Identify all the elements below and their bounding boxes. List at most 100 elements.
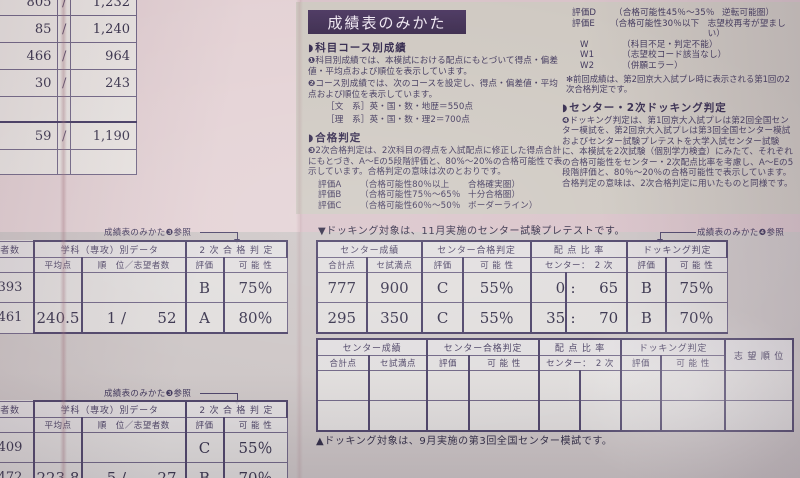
table-row: 777 900 C 55％ 0 : 65 B 75％ xyxy=(316,272,728,303)
weight-separator: : xyxy=(566,272,579,303)
rating-code: 評価D xyxy=(572,8,597,18)
average-score: 223.8 xyxy=(33,462,83,478)
center-max-score: 350 xyxy=(366,302,423,334)
center-total-score xyxy=(316,400,370,432)
possibility-header: 可 能 性 xyxy=(223,417,288,433)
rating-row-w2: W2 （併願エラー） xyxy=(562,61,794,72)
rank-total: 27 xyxy=(130,462,187,478)
rating-meaning: 十分合格圏） xyxy=(468,190,521,201)
table-row: 393 B 75％ xyxy=(0,272,288,303)
rating-header: 評価 xyxy=(184,417,225,433)
table-row: 295 350 C 55％ 35 : 70 B 70％ xyxy=(316,302,728,334)
list-marker-3: ❸ xyxy=(308,146,316,156)
table-subheader-row: 合計点 セ試満点 評価 可 能 性 センター： 2 次 評価 可 能 性 xyxy=(316,257,728,273)
instruction-item-1: ❶科目別成績では、本模試における配点にもとづいて得点・偏差値・平均点および順位を… xyxy=(308,56,559,77)
department-data-table-lower: 者数 学科（専攻）別データ 2 次 合 格 判 定 平均点 順 位／志望者数 評… xyxy=(0,400,288,478)
center-rating-header: 評価 xyxy=(421,257,464,273)
table-subheader-row: 合計点 セ試満点 評価 可 能 性 センター： 2 次 評価 可 能 性 xyxy=(316,355,793,371)
callout-line-vertical xyxy=(237,232,238,240)
panel-column-right: 評価D （合格可能性45％〜35％ 逆転可能圏） 評価E （合格可能性30％以下… xyxy=(562,8,794,191)
table-subheader-row: 平均点 順 位／志望者数 評価 可 能 性 xyxy=(0,257,288,273)
table-row: 461 240.5 1 / 52 A 80％ xyxy=(0,302,288,334)
section-heading-subject-scores: ◗科目コース別成績 xyxy=(308,42,407,54)
table-row-empty xyxy=(0,96,137,123)
table-header-row: センター成績 センター合格判定 配 点 比 率 ドッキング判定 志 望 順 位 xyxy=(316,338,794,371)
rating-value: C xyxy=(184,432,225,463)
rating-range: （合格可能性45％〜35％ xyxy=(614,8,715,18)
rating-value: B xyxy=(184,272,225,303)
instruction-item-4: ❹ドッキング判定は、第1回京大入試プレは第2回全国センター模試を、第2回京大入試… xyxy=(562,115,794,189)
panel-title-banner: 成績表のみかた xyxy=(308,10,466,34)
docking-rating-header: 評価 xyxy=(620,355,662,371)
applicants-count: 472 xyxy=(0,462,35,478)
total-value xyxy=(70,149,137,175)
weight-center: 35 xyxy=(529,302,568,334)
center-judgment-group-header: センター合格判定 xyxy=(426,338,540,356)
weight-second xyxy=(600,400,622,432)
paper-edge-shadow xyxy=(296,0,303,478)
center-max-score xyxy=(368,400,428,432)
instruction-item-3: ❸2次合格判定は、2次科目の得点を入試配点に修正した得点合計にもとづき、A〜Eの… xyxy=(308,146,563,177)
rank-value: 30 xyxy=(0,69,59,97)
rating-range: （併願エラー） xyxy=(622,60,683,71)
weight-ratio-group-header: 配 点 比 率 xyxy=(529,240,629,258)
callout-lower-left: 成績表のみかた❸参照 xyxy=(104,389,192,399)
docking-possibility xyxy=(660,400,726,432)
weight-subheader: センター： 2 次 xyxy=(529,257,629,273)
rating-code: W1 xyxy=(580,50,595,61)
docking-judgment-group-header: ドッキング判定 xyxy=(626,240,728,258)
list-marker-1: ❶ xyxy=(308,56,316,66)
average-score-header: 平均点 xyxy=(33,417,83,433)
center-max-score: 900 xyxy=(366,272,423,303)
rating-code: 評価C xyxy=(318,200,342,211)
center-possibility: 55％ xyxy=(462,272,532,303)
rating-range: （志望校コード該当なし） xyxy=(622,50,727,61)
rank-header: 順 位／志望者数 xyxy=(81,257,186,273)
max-score-header: セ試満点 xyxy=(368,355,428,371)
center-possibility: 55％ xyxy=(462,302,532,334)
possibility-value: 70％ xyxy=(223,462,288,478)
rank-value xyxy=(0,149,59,175)
docking-rating xyxy=(620,400,662,432)
average-score: 240.5 xyxy=(33,302,83,334)
callout-upper-right: 成績表のみかた❹参照 xyxy=(697,228,785,238)
total-value xyxy=(70,96,137,123)
separator: / xyxy=(57,15,72,43)
rating-row-w: W （科目不足・判定不能） xyxy=(562,40,794,51)
rating-range: （合格可能性60％〜50％ xyxy=(360,200,461,211)
center-docking-table-upper: センター成績 センター合格判定 配 点 比 率 ドッキング判定 合計点 セ試満点… xyxy=(315,240,728,334)
table-row-empty xyxy=(316,400,794,432)
table-row: 85 / 1,240 xyxy=(0,15,137,43)
rating-header: 評価 xyxy=(184,257,225,273)
table-subheader-row: 平均点 順 位／志望者数 評価 可 能 性 xyxy=(0,417,288,433)
preference-rank xyxy=(724,370,794,401)
callout-line xyxy=(200,393,238,394)
total-value: 1,240 xyxy=(70,15,137,43)
rank-number: 1 / xyxy=(81,302,131,334)
total-score-header: 合計点 xyxy=(316,257,368,273)
rank-value xyxy=(81,432,186,463)
rating-row-b: 評価B （合格可能性75％〜65％ 十分合格圏） xyxy=(308,190,566,201)
section-heading-pass-judgment: ◗合格判定 xyxy=(308,132,362,144)
average-score xyxy=(33,272,83,303)
table-row: 466 / 964 xyxy=(0,42,137,70)
table-row: 472 223.8 5 / 27 B 70％ xyxy=(0,462,288,478)
docking-rating: B xyxy=(626,302,667,334)
course-bunkei: ［文 系］英・国・数・地歴＝550点 xyxy=(326,102,474,112)
rating-code: 評価E xyxy=(572,18,595,29)
callout-line xyxy=(660,232,696,233)
possibility-header: 可 能 性 xyxy=(223,257,288,273)
rating-row-w1: W1 （志望校コード該当なし） xyxy=(562,50,794,61)
docking-possibility-header: 可 能 性 xyxy=(660,355,726,371)
applicants-count-header: 者数 xyxy=(0,240,35,258)
section-heading-docking: ◗センター・2次ドッキング判定 xyxy=(562,101,727,114)
list-marker-2: ❷ xyxy=(308,79,316,89)
rating-row-d: 評価D （合格可能性45％〜35％ 逆転可能圏） xyxy=(562,8,794,19)
total-score-header: 合計点 xyxy=(316,355,370,371)
table-header-row: 者数 学科（専攻）別データ 2 次 合 格 判 定 xyxy=(0,400,288,418)
applicants-count: 409 xyxy=(0,432,35,463)
rank-value: 805 xyxy=(0,0,59,16)
docking-possibility: 70％ xyxy=(665,302,728,334)
rating-row-a: 評価A （合格可能性80％以上 合格確実圏） xyxy=(308,180,566,191)
